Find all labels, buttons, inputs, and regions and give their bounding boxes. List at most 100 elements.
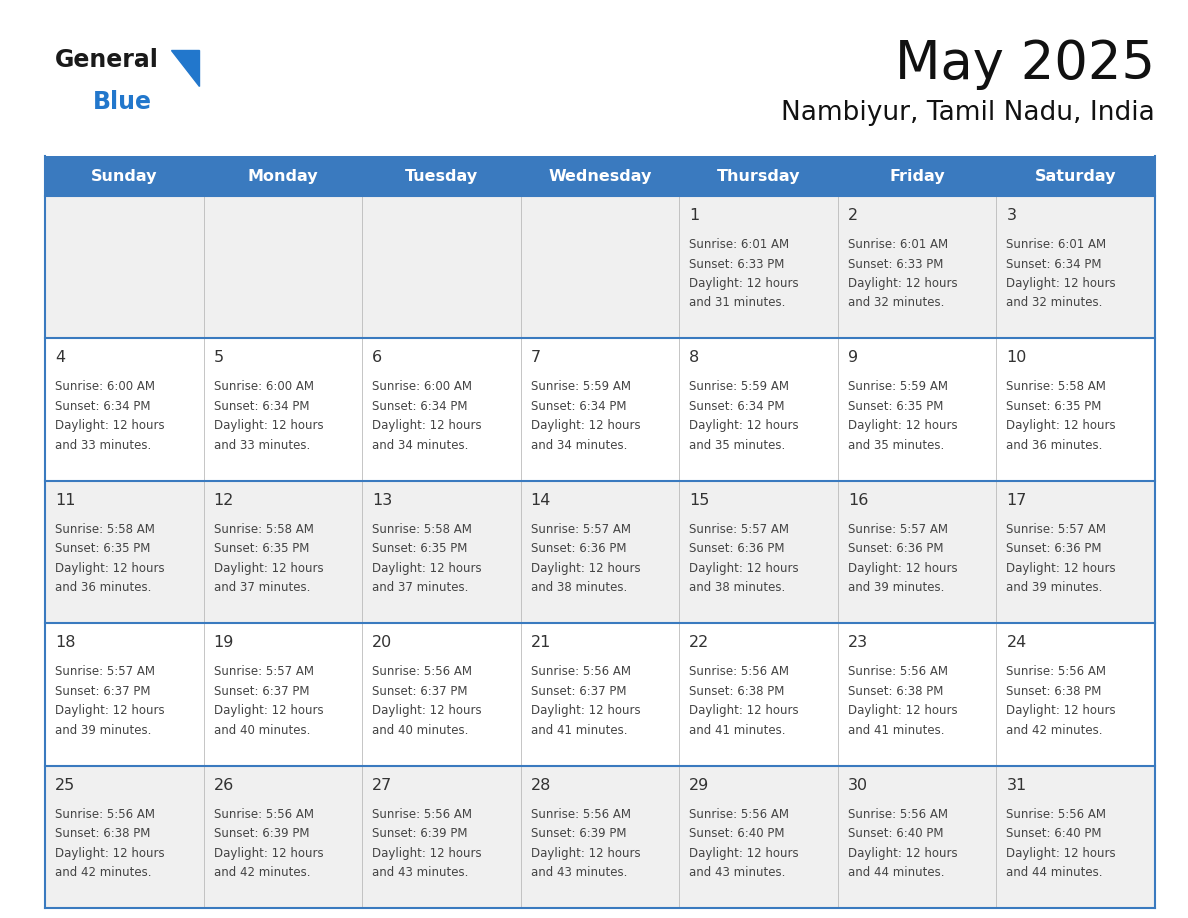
Text: Daylight: 12 hours: Daylight: 12 hours <box>372 420 482 432</box>
Text: Sunset: 6:37 PM: Sunset: 6:37 PM <box>55 685 151 698</box>
Text: Sunrise: 5:56 AM: Sunrise: 5:56 AM <box>372 808 472 821</box>
Text: 6: 6 <box>372 351 383 365</box>
Text: 14: 14 <box>531 493 551 508</box>
Text: and 39 minutes.: and 39 minutes. <box>848 581 944 594</box>
Text: and 41 minutes.: and 41 minutes. <box>848 723 944 737</box>
Text: Sunrise: 5:56 AM: Sunrise: 5:56 AM <box>55 808 154 821</box>
Text: Daylight: 12 hours: Daylight: 12 hours <box>55 846 165 859</box>
Text: and 31 minutes.: and 31 minutes. <box>689 297 785 309</box>
Text: General: General <box>55 48 159 72</box>
Text: Sunset: 6:35 PM: Sunset: 6:35 PM <box>1006 400 1101 413</box>
Text: 4: 4 <box>55 351 65 365</box>
Text: Daylight: 12 hours: Daylight: 12 hours <box>55 420 165 432</box>
Text: Sunset: 6:36 PM: Sunset: 6:36 PM <box>689 543 785 555</box>
Text: Sunrise: 5:58 AM: Sunrise: 5:58 AM <box>372 522 472 536</box>
Text: Sunrise: 5:57 AM: Sunrise: 5:57 AM <box>689 522 789 536</box>
Bar <box>680 156 838 196</box>
Text: Sunset: 6:35 PM: Sunset: 6:35 PM <box>848 400 943 413</box>
Text: Sunset: 6:36 PM: Sunset: 6:36 PM <box>1006 543 1102 555</box>
Text: 30: 30 <box>848 778 868 792</box>
Text: Sunrise: 5:57 AM: Sunrise: 5:57 AM <box>214 666 314 678</box>
Text: Sunset: 6:38 PM: Sunset: 6:38 PM <box>55 827 151 840</box>
Text: 28: 28 <box>531 778 551 792</box>
Text: Sunrise: 5:59 AM: Sunrise: 5:59 AM <box>689 380 789 394</box>
Text: Sunrise: 5:56 AM: Sunrise: 5:56 AM <box>689 666 789 678</box>
Text: and 37 minutes.: and 37 minutes. <box>372 581 468 594</box>
Text: Sunrise: 5:59 AM: Sunrise: 5:59 AM <box>531 380 631 394</box>
Bar <box>45 623 1155 766</box>
Text: and 44 minutes.: and 44 minutes. <box>848 866 944 879</box>
Text: Sunrise: 5:56 AM: Sunrise: 5:56 AM <box>531 666 631 678</box>
Text: 22: 22 <box>689 635 709 650</box>
Text: and 36 minutes.: and 36 minutes. <box>55 581 151 594</box>
Text: Sunset: 6:35 PM: Sunset: 6:35 PM <box>55 543 151 555</box>
Text: Daylight: 12 hours: Daylight: 12 hours <box>848 420 958 432</box>
Text: and 42 minutes.: and 42 minutes. <box>1006 723 1102 737</box>
Text: Daylight: 12 hours: Daylight: 12 hours <box>848 704 958 717</box>
Text: and 33 minutes.: and 33 minutes. <box>55 439 151 452</box>
Text: Sunset: 6:34 PM: Sunset: 6:34 PM <box>55 400 151 413</box>
Text: Sunset: 6:34 PM: Sunset: 6:34 PM <box>214 400 309 413</box>
Text: and 44 minutes.: and 44 minutes. <box>1006 866 1102 879</box>
Text: and 37 minutes.: and 37 minutes. <box>214 581 310 594</box>
Text: Daylight: 12 hours: Daylight: 12 hours <box>1006 420 1116 432</box>
Text: Daylight: 12 hours: Daylight: 12 hours <box>848 562 958 575</box>
Bar <box>362 156 520 196</box>
Text: Sunrise: 5:56 AM: Sunrise: 5:56 AM <box>689 808 789 821</box>
Text: Sunset: 6:34 PM: Sunset: 6:34 PM <box>1006 258 1102 271</box>
Bar <box>45 339 1155 481</box>
Text: Sunrise: 5:57 AM: Sunrise: 5:57 AM <box>1006 522 1106 536</box>
Text: 1: 1 <box>689 208 700 223</box>
Text: 2: 2 <box>848 208 858 223</box>
Text: Sunset: 6:36 PM: Sunset: 6:36 PM <box>848 543 943 555</box>
Text: Nambiyur, Tamil Nadu, India: Nambiyur, Tamil Nadu, India <box>782 100 1155 126</box>
Text: Sunset: 6:34 PM: Sunset: 6:34 PM <box>372 400 468 413</box>
Text: and 39 minutes.: and 39 minutes. <box>55 723 151 737</box>
Text: Sunrise: 5:58 AM: Sunrise: 5:58 AM <box>55 522 154 536</box>
Text: Daylight: 12 hours: Daylight: 12 hours <box>214 704 323 717</box>
Text: Sunset: 6:40 PM: Sunset: 6:40 PM <box>848 827 943 840</box>
Text: 11: 11 <box>55 493 76 508</box>
Text: 21: 21 <box>531 635 551 650</box>
Text: Sunset: 6:38 PM: Sunset: 6:38 PM <box>848 685 943 698</box>
Text: Sunrise: 5:59 AM: Sunrise: 5:59 AM <box>848 380 948 394</box>
Text: 7: 7 <box>531 351 541 365</box>
Text: and 40 minutes.: and 40 minutes. <box>372 723 468 737</box>
Text: and 41 minutes.: and 41 minutes. <box>689 723 785 737</box>
Text: 25: 25 <box>55 778 75 792</box>
Text: Daylight: 12 hours: Daylight: 12 hours <box>531 846 640 859</box>
Text: 18: 18 <box>55 635 76 650</box>
Text: Sunset: 6:40 PM: Sunset: 6:40 PM <box>1006 827 1102 840</box>
Text: Sunset: 6:35 PM: Sunset: 6:35 PM <box>214 543 309 555</box>
Text: 16: 16 <box>848 493 868 508</box>
Text: Sunrise: 5:57 AM: Sunrise: 5:57 AM <box>848 522 948 536</box>
Text: 10: 10 <box>1006 351 1026 365</box>
Text: and 32 minutes.: and 32 minutes. <box>848 297 944 309</box>
Text: Sunrise: 6:01 AM: Sunrise: 6:01 AM <box>848 238 948 251</box>
Text: and 33 minutes.: and 33 minutes. <box>214 439 310 452</box>
Text: Sunrise: 5:58 AM: Sunrise: 5:58 AM <box>214 522 314 536</box>
Text: and 32 minutes.: and 32 minutes. <box>1006 297 1102 309</box>
Text: Sunrise: 5:57 AM: Sunrise: 5:57 AM <box>55 666 154 678</box>
Text: Daylight: 12 hours: Daylight: 12 hours <box>372 562 482 575</box>
Polygon shape <box>171 50 200 86</box>
Text: 3: 3 <box>1006 208 1017 223</box>
Text: Sunrise: 6:01 AM: Sunrise: 6:01 AM <box>1006 238 1106 251</box>
Text: 9: 9 <box>848 351 858 365</box>
Text: Daylight: 12 hours: Daylight: 12 hours <box>689 562 798 575</box>
Text: Thursday: Thursday <box>716 169 801 184</box>
Text: Saturday: Saturday <box>1035 169 1117 184</box>
Text: Sunset: 6:40 PM: Sunset: 6:40 PM <box>689 827 785 840</box>
Bar <box>45 156 203 196</box>
Text: and 43 minutes.: and 43 minutes. <box>372 866 468 879</box>
Text: Sunrise: 6:00 AM: Sunrise: 6:00 AM <box>372 380 472 394</box>
Text: Daylight: 12 hours: Daylight: 12 hours <box>214 846 323 859</box>
Text: and 42 minutes.: and 42 minutes. <box>55 866 152 879</box>
Text: Sunrise: 6:00 AM: Sunrise: 6:00 AM <box>214 380 314 394</box>
Text: Daylight: 12 hours: Daylight: 12 hours <box>1006 704 1116 717</box>
Text: and 35 minutes.: and 35 minutes. <box>689 439 785 452</box>
Text: Sunrise: 5:56 AM: Sunrise: 5:56 AM <box>531 808 631 821</box>
Text: and 40 minutes.: and 40 minutes. <box>214 723 310 737</box>
Text: Daylight: 12 hours: Daylight: 12 hours <box>1006 846 1116 859</box>
Text: Daylight: 12 hours: Daylight: 12 hours <box>531 704 640 717</box>
